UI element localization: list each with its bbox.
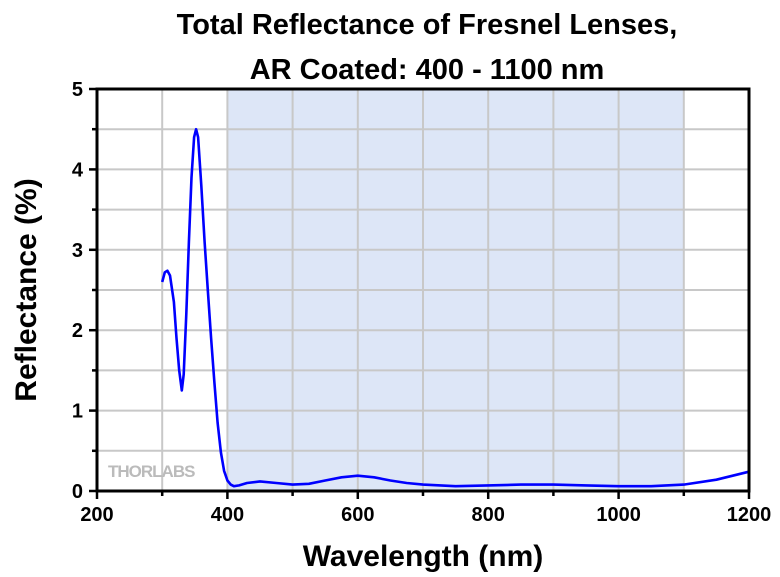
x-tick-label: 800 [472, 504, 505, 526]
y-tick-label: 5 [72, 79, 83, 101]
y-tick-label: 2 [72, 320, 83, 342]
axis-ticks: 200 400 600 800 1000 1200 0 1 2 3 4 5 [72, 79, 771, 526]
chart-title-line-1: Total Reflectance of Fresnel Lenses, [177, 9, 678, 41]
x-tick-label: 200 [80, 504, 113, 526]
x-tick-label: 1200 [727, 504, 772, 526]
y-tick-label: 1 [72, 401, 83, 423]
grid-lines [97, 89, 749, 491]
x-tick-label: 400 [211, 504, 244, 526]
x-tick-label: 600 [341, 504, 374, 526]
thorlabs-watermark: THORLABS [108, 462, 195, 481]
chart-title-line-2: AR Coated: 400 - 1100 nm [250, 54, 605, 86]
y-tick-label: 3 [72, 240, 83, 262]
y-axis-label: Reflectance (%) [10, 178, 43, 401]
y-tick-label: 4 [72, 159, 84, 181]
y-tick-label: 0 [72, 481, 83, 503]
x-tick-label: 1000 [596, 504, 641, 526]
x-axis-label: Wavelength (nm) [303, 540, 544, 573]
reflectance-series-line [160, 127, 750, 488]
